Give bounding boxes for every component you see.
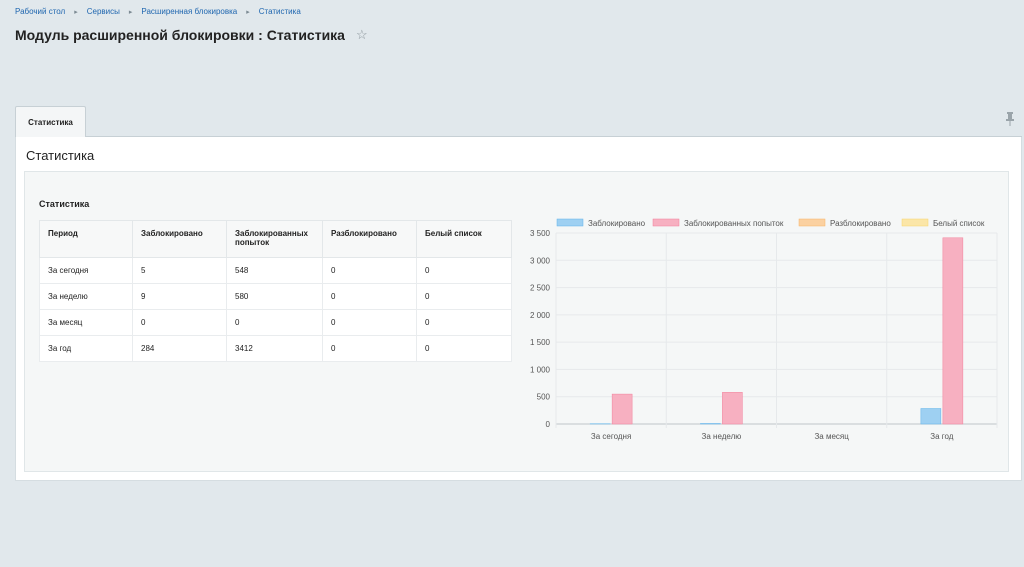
pin-icon[interactable] bbox=[1004, 112, 1016, 126]
table-row: За сегодня 5 548 0 0 bbox=[39, 257, 512, 284]
table-cell: 548 bbox=[226, 257, 323, 284]
table-cell: 0 bbox=[322, 309, 417, 336]
table-cell: 0 bbox=[322, 335, 417, 362]
y-tick-label: 500 bbox=[537, 393, 551, 402]
column-header-unblocked: Разблокировано bbox=[322, 220, 417, 258]
table-cell: 3412 bbox=[226, 335, 323, 362]
legend-label: Заблокированных попыток bbox=[684, 219, 784, 228]
section-title: Статистика bbox=[39, 199, 90, 209]
table-row: За месяц 0 0 0 0 bbox=[39, 309, 512, 336]
legend-label: Заблокировано bbox=[588, 219, 646, 228]
breadcrumb: Рабочий стол ▸ Сервисы ▸ Расширенная бло… bbox=[15, 7, 301, 16]
bar bbox=[722, 392, 743, 425]
legend-label: Разблокировано bbox=[830, 219, 891, 228]
table-cell: 0 bbox=[226, 309, 323, 336]
breadcrumb-item-desktop[interactable]: Рабочий стол bbox=[15, 7, 66, 16]
column-header-whitelist: Белый список bbox=[416, 220, 512, 258]
table-cell: 9 bbox=[132, 283, 227, 310]
x-category-label: За год bbox=[930, 432, 954, 441]
table-cell: 0 bbox=[416, 283, 512, 310]
table-cell: За сегодня bbox=[39, 257, 133, 284]
y-tick-label: 0 bbox=[546, 420, 551, 429]
bar bbox=[611, 393, 633, 425]
bar bbox=[920, 408, 942, 425]
breadcrumb-item-services[interactable]: Сервисы bbox=[86, 7, 120, 16]
y-tick-label: 1 000 bbox=[530, 365, 551, 374]
tab-statistics[interactable]: Статистика bbox=[15, 106, 86, 137]
chevron-right-icon: ▸ bbox=[128, 8, 133, 16]
legend-swatch bbox=[556, 218, 584, 227]
table-cell: 580 bbox=[226, 283, 323, 310]
table-cell: За неделю bbox=[39, 283, 133, 310]
x-category-label: За сегодня bbox=[591, 432, 631, 441]
chart-svg: Заблокировано Заблокированных попыток Разб… bbox=[530, 218, 998, 441]
table-cell: За месяц bbox=[39, 309, 133, 336]
panel-title: Статистика bbox=[26, 148, 95, 163]
legend-swatch bbox=[798, 218, 826, 227]
breadcrumb-item-statistics[interactable]: Статистика bbox=[258, 7, 301, 16]
y-tick-label: 3 000 bbox=[530, 256, 551, 265]
legend-swatch bbox=[652, 218, 680, 227]
x-category-label: За месяц bbox=[814, 432, 849, 441]
table-cell: 0 bbox=[416, 257, 512, 284]
table-cell: 0 bbox=[416, 309, 512, 336]
breadcrumb-item-extended-block[interactable]: Расширенная блокировка bbox=[141, 7, 238, 16]
table-header-row: Период Заблокировано Заблокированных поп… bbox=[39, 220, 512, 258]
table-row: За год 284 3412 0 0 bbox=[39, 335, 512, 362]
legend-label: Белый список bbox=[933, 219, 985, 228]
legend-swatch bbox=[901, 218, 929, 227]
table-cell: 0 bbox=[322, 257, 417, 284]
table-cell: 284 bbox=[132, 335, 227, 362]
y-tick-label: 3 500 bbox=[530, 229, 551, 238]
table-cell: За год bbox=[39, 335, 133, 362]
table-cell: 0 bbox=[132, 309, 227, 336]
statistics-block: Статистика Период Заблокировано Заблокир… bbox=[24, 171, 1009, 472]
chevron-right-icon: ▸ bbox=[246, 8, 250, 16]
column-header-blocked: Заблокировано bbox=[132, 220, 227, 258]
y-tick-label: 2 000 bbox=[530, 311, 551, 320]
statistics-panel: Статистика Статистика Период Заблокирова… bbox=[15, 137, 1022, 481]
y-tick-label: 2 500 bbox=[530, 284, 551, 293]
column-header-blocked-attempts: Заблокированных попыток bbox=[226, 220, 323, 258]
chevron-right-icon: ▸ bbox=[74, 8, 78, 16]
star-icon[interactable]: ☆ bbox=[355, 27, 368, 42]
statistics-chart: Заблокировано Заблокированных попыток Разб… bbox=[517, 217, 1007, 462]
table-row: За неделю 9 580 0 0 bbox=[39, 283, 512, 310]
table-cell: 0 bbox=[322, 283, 417, 310]
title-row: Модуль расширенной блокировки : Статисти… bbox=[15, 27, 368, 43]
table-cell: 5 bbox=[132, 257, 227, 284]
statistics-table: Период Заблокировано Заблокированных поп… bbox=[39, 220, 512, 362]
column-header-period: Период bbox=[39, 220, 133, 258]
y-tick-label: 1 500 bbox=[530, 338, 551, 347]
tab-divider bbox=[15, 136, 1022, 137]
page-title: Модуль расширенной блокировки : Статисти… bbox=[15, 27, 345, 43]
x-category-label: За неделю bbox=[702, 432, 742, 441]
table-cell: 0 bbox=[416, 335, 512, 362]
bar bbox=[942, 237, 964, 425]
